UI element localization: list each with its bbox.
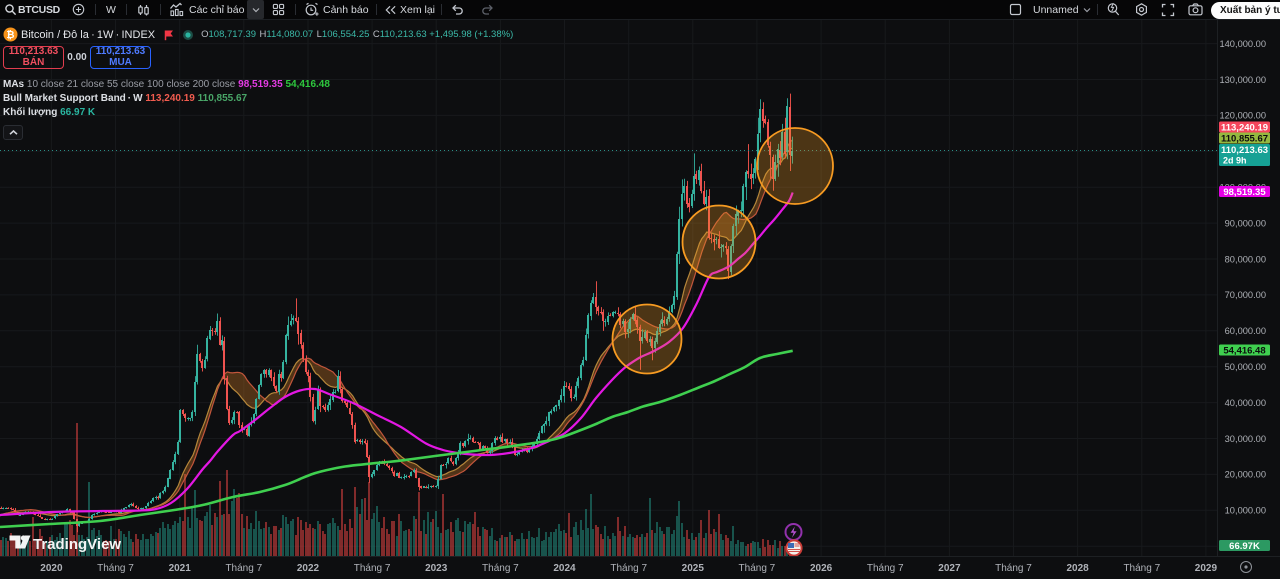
- svg-text:50,000.00: 50,000.00: [1225, 362, 1266, 372]
- svg-text:120,000.00: 120,000.00: [1219, 111, 1266, 121]
- svg-text:66.97K: 66.97K: [1229, 541, 1260, 552]
- svg-text:2020: 2020: [40, 563, 63, 574]
- svg-text:110,855.67: 110,855.67: [1221, 134, 1268, 145]
- svg-text:2028: 2028: [1066, 563, 1089, 574]
- svg-text:80,000.00: 80,000.00: [1225, 254, 1266, 264]
- svg-text:Tháng 7: Tháng 7: [995, 563, 1032, 574]
- svg-text:2022: 2022: [297, 563, 320, 574]
- svg-text:54,416.48: 54,416.48: [1223, 346, 1265, 357]
- svg-text:110,213.63: 110,213.63: [1221, 145, 1268, 156]
- svg-text:TradingView: TradingView: [33, 536, 121, 553]
- svg-text:130,000.00: 130,000.00: [1219, 75, 1266, 85]
- svg-text:2025: 2025: [682, 563, 705, 574]
- svg-text:2d 9h: 2d 9h: [1223, 156, 1247, 166]
- svg-text:60,000.00: 60,000.00: [1225, 326, 1266, 336]
- svg-text:Tháng 7: Tháng 7: [867, 563, 904, 574]
- svg-text:Tháng 7: Tháng 7: [1123, 563, 1160, 574]
- svg-text:2021: 2021: [169, 563, 192, 574]
- svg-text:98,519.35: 98,519.35: [1223, 187, 1266, 198]
- svg-text:140,000.00: 140,000.00: [1219, 39, 1266, 49]
- svg-text:₿: ₿: [6, 29, 14, 41]
- svg-text:70,000.00: 70,000.00: [1225, 290, 1266, 300]
- svg-text:Tháng 7: Tháng 7: [97, 563, 134, 574]
- svg-text:10,000.00: 10,000.00: [1225, 506, 1266, 516]
- svg-text:113,240.19: 113,240.19: [1221, 123, 1268, 134]
- svg-text:Tháng 7: Tháng 7: [225, 563, 262, 574]
- svg-text:30,000.00: 30,000.00: [1225, 434, 1266, 444]
- svg-text:40,000.00: 40,000.00: [1225, 398, 1266, 408]
- svg-text:Tháng 7: Tháng 7: [354, 563, 391, 574]
- svg-text:90,000.00: 90,000.00: [1225, 218, 1266, 228]
- svg-text:Tháng 7: Tháng 7: [610, 563, 647, 574]
- svg-text:2024: 2024: [553, 563, 576, 574]
- svg-text:20,000.00: 20,000.00: [1225, 470, 1266, 480]
- svg-text:2023: 2023: [425, 563, 448, 574]
- svg-text:2026: 2026: [810, 563, 833, 574]
- svg-text:Tháng 7: Tháng 7: [482, 563, 519, 574]
- svg-text:2029: 2029: [1195, 563, 1218, 574]
- svg-text:Tháng 7: Tháng 7: [739, 563, 776, 574]
- svg-text:2027: 2027: [938, 563, 961, 574]
